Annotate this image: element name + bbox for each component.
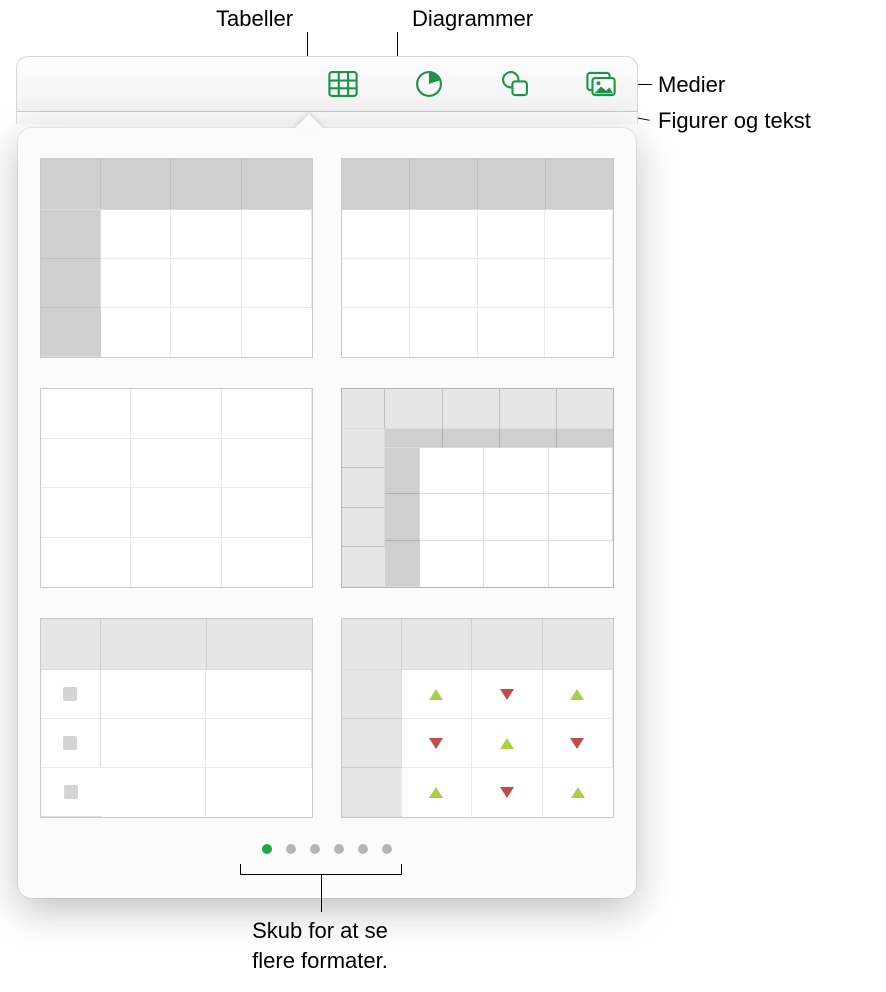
triangle-down-icon [500,787,514,798]
triangle-up-icon [500,738,514,749]
callout-tables: Tabeller [216,6,293,32]
table-style-5[interactable] [40,618,313,818]
table-styles-popover [18,128,636,898]
page-dot[interactable] [382,844,392,854]
page-dot[interactable] [286,844,296,854]
media-button[interactable] [577,60,625,108]
callout-charts: Diagrammer [412,6,533,32]
triangle-down-icon [570,738,584,749]
popover-arrow [293,114,325,130]
page-dots[interactable] [40,844,614,854]
table-styles-grid [40,158,614,818]
callout-bracket [240,864,241,874]
callout-swipe: Skub for at se flere formater. [200,916,440,975]
tables-button[interactable] [319,60,367,108]
callout-bracket [401,864,402,874]
table-style-4[interactable] [341,388,614,588]
triangle-up-icon [571,787,585,798]
callout-bracket [321,874,322,912]
table-style-3[interactable] [40,388,313,588]
triangle-down-icon [500,689,514,700]
pie-chart-icon [412,67,446,101]
document-area [16,112,638,124]
media-icon [584,67,618,101]
app-window [16,56,638,902]
table-style-6[interactable] [341,618,614,818]
callout-swipe-line2: flere formater. [252,948,388,973]
table-icon [326,67,360,101]
charts-button[interactable] [405,60,453,108]
shapes-button[interactable] [491,60,539,108]
checkbox-icon [63,687,77,701]
checkbox-icon [63,736,77,750]
triangle-up-icon [429,787,443,798]
page-dot[interactable] [334,844,344,854]
page-dot[interactable] [262,844,272,854]
checkbox-icon [64,785,78,799]
callout-shapes: Figurer og tekst [658,108,811,134]
callout-media: Medier [658,72,725,98]
table-style-1[interactable] [40,158,313,358]
callout-swipe-line1: Skub for at se [252,918,388,943]
page-dot[interactable] [358,844,368,854]
page-dot[interactable] [310,844,320,854]
toolbar [16,56,638,112]
triangle-up-icon [429,689,443,700]
table-style-2[interactable] [341,158,614,358]
triangle-down-icon [429,738,443,749]
shapes-icon [498,67,532,101]
triangle-up-icon [570,689,584,700]
